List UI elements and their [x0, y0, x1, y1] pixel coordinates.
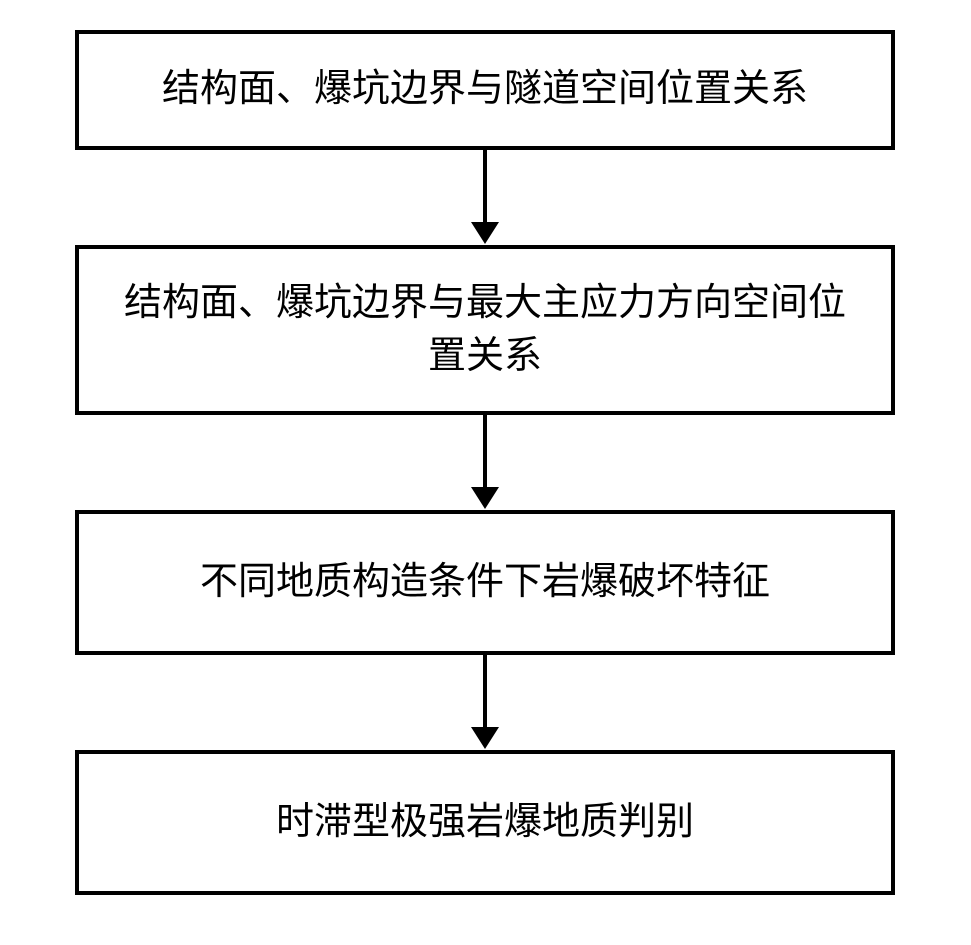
arrow-head-1 — [471, 222, 499, 244]
arrow-line-1 — [483, 150, 487, 222]
node-3-text: 不同地质构造条件下岩爆破坏特征 — [200, 556, 770, 609]
arrow-line-3 — [483, 655, 487, 727]
flowchart-node-3: 不同地质构造条件下岩爆破坏特征 — [75, 510, 895, 655]
node-4-text: 时滞型极强岩爆地质判别 — [276, 796, 694, 849]
arrow-line-2 — [483, 415, 487, 487]
arrow-3 — [471, 655, 499, 750]
flowchart-node-1: 结构面、爆坑边界与隧道空间位置关系 — [75, 30, 895, 150]
flowchart-node-2: 结构面、爆坑边界与最大主应力方向空间位置关系 — [75, 245, 895, 415]
arrow-head-2 — [471, 487, 499, 509]
node-1-text: 结构面、爆坑边界与隧道空间位置关系 — [162, 63, 808, 116]
arrow-1 — [471, 150, 499, 245]
arrow-2 — [471, 415, 499, 510]
arrow-head-3 — [471, 727, 499, 749]
flowchart-container: 结构面、爆坑边界与隧道空间位置关系 结构面、爆坑边界与最大主应力方向空间位置关系… — [75, 30, 895, 895]
node-2-text: 结构面、爆坑边界与最大主应力方向空间位置关系 — [109, 277, 861, 383]
flowchart-node-4: 时滞型极强岩爆地质判别 — [75, 750, 895, 895]
